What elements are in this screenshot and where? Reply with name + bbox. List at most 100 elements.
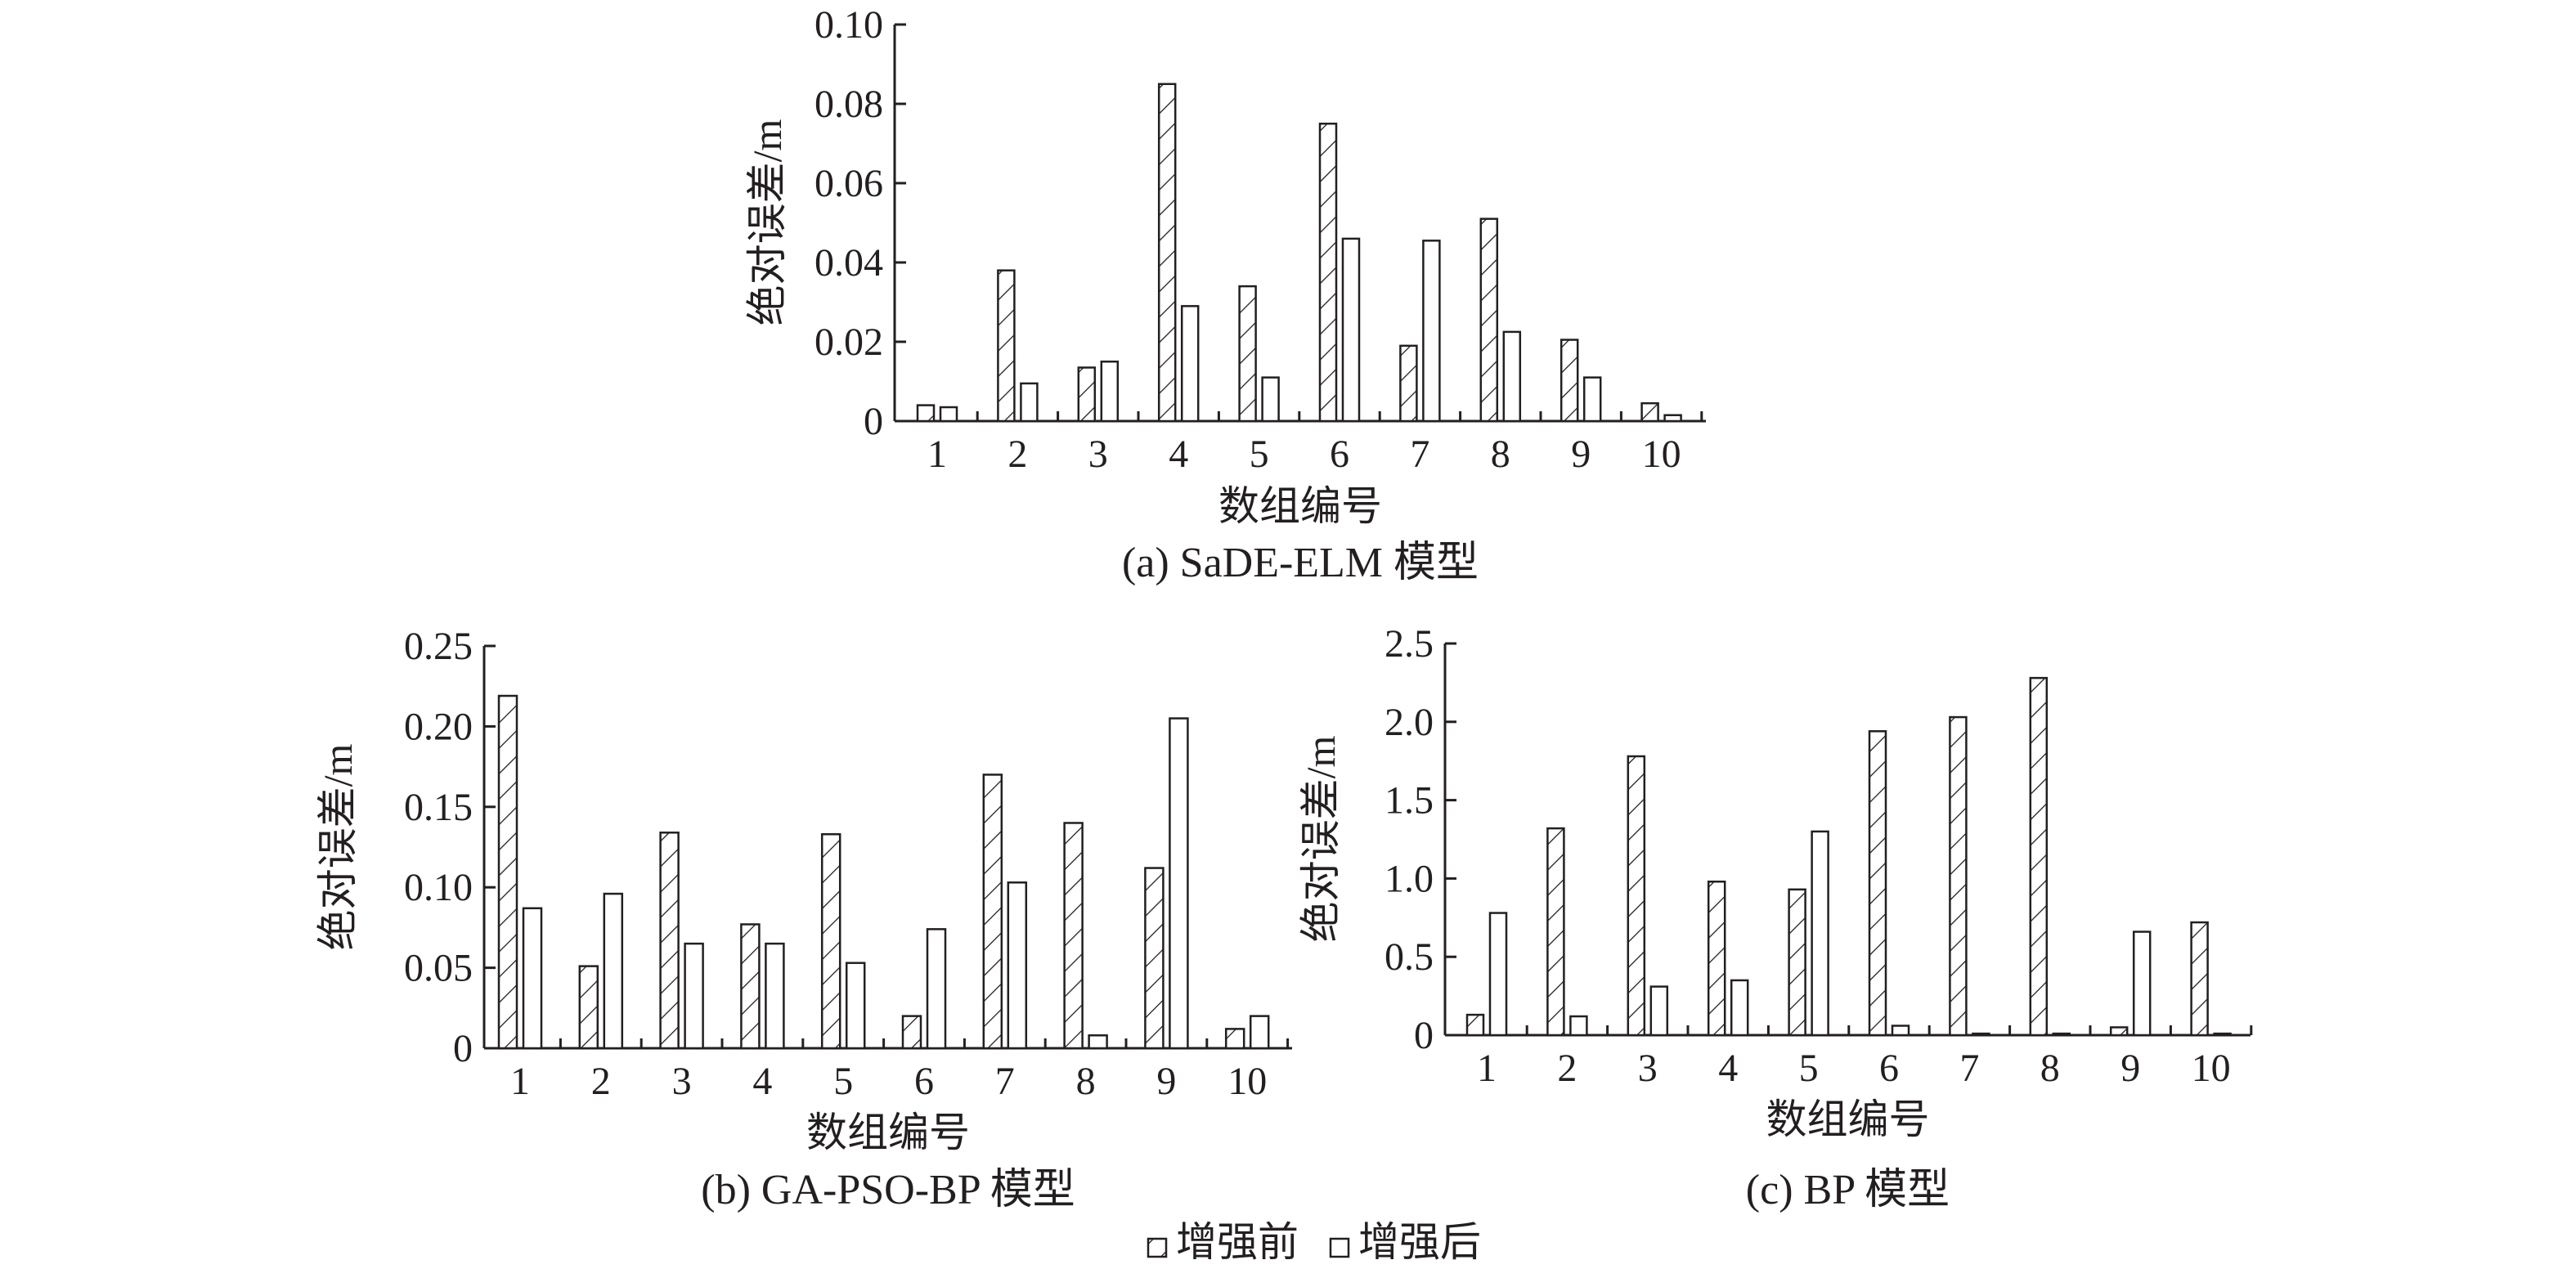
bar-after-enhancement [765,942,785,1050]
x-tick-label: 8 [1491,433,1510,476]
bar-before-enhancement [1560,339,1579,423]
bar-after-enhancement [1730,979,1749,1037]
bar-before-enhancement [2109,1026,2129,1037]
y-tick-label: 0.04 [815,241,883,285]
y-tick-label: 2.0 [1384,701,1434,744]
bar-after-enhancement [2132,930,2152,1037]
panel-caption: (c) BP 模型 [1746,1167,1950,1213]
panel-sade-elm: 0 0.02 0.04 0.06 0.08 0.10 1 2 3 4 5 6 7 8 9 10 绝对误差/m 数组… [744,3,1706,586]
panel-ga-pso-bp: 0 0.05 0.10 0.15 0.20 0.25 1 2 3 4 5 6 7 8 9 10 绝对误差/m 数组… [315,625,1292,1213]
bar-after-enhancement [2213,1032,2232,1037]
x-axis-title: 数组编号 [806,1110,970,1155]
x-tick-label: 6 [1879,1047,1899,1090]
y-tick-label: 2.5 [1384,622,1434,666]
bar-before-enhancement [659,832,680,1050]
bar-after-enhancement [603,892,624,1050]
legend-swatch-before [1147,1237,1168,1258]
bar-after-enhancement [1169,717,1189,1050]
legend-label-before: 增强前 [1176,1219,1299,1265]
panel-caption: (b) GA-PSO-BP 模型 [701,1167,1075,1213]
bar-before-enhancement [1707,880,1726,1037]
x-tick-label: 9 [2120,1047,2140,1090]
x-tick-label: 4 [1718,1047,1738,1090]
x-tick-label: 3 [1088,433,1108,476]
bar-after-enhancement [1582,376,1602,423]
x-tick-label: 2 [591,1060,611,1103]
x-axis-title: 数组编号 [1218,483,1382,529]
bar-after-enhancement [939,406,958,423]
bar-before-enhancement [916,404,936,423]
x-tick-label: 8 [2040,1047,2060,1090]
bar-before-enhancement [2029,676,2049,1037]
bar-after-enhancement [1488,912,1508,1037]
y-tick-label: 0.08 [815,83,883,126]
bar-after-enhancement [1088,1034,1108,1050]
bar-before-enhancement [901,1015,922,1050]
bar-after-enhancement [2052,1032,2071,1037]
x-tick-label: 1 [927,433,947,476]
bar-before-enhancement [1224,1028,1245,1050]
x-tick-label: 10 [1642,433,1681,476]
y-tick-label: 1.5 [1384,779,1434,823]
legend-swatch-after [1329,1237,1350,1258]
bar-before-enhancement [820,833,841,1050]
x-tick-label: 5 [1250,433,1269,476]
bar-before-enhancement [1788,888,1806,1037]
y-tick-label: 0.15 [404,786,473,829]
bar-after-enhancement [522,907,543,1050]
y-tick-label: 0.02 [815,321,883,364]
y-tick-label: 0 [864,400,883,443]
bar-after-enhancement [1020,382,1039,423]
bar-before-enhancement [1238,285,1257,423]
x-tick-label: 7 [995,1060,1015,1103]
panel-caption: (a) SaDE-ELM 模型 [1122,540,1479,586]
legend: 增强前 增强后 [1147,1219,1481,1265]
x-axis-title: 数组编号 [1766,1096,1930,1142]
x-tick-label: 4 [1169,433,1188,476]
bar-after-enhancement [1649,985,1669,1037]
x-tick-label: 1 [510,1060,530,1103]
bar-before-enhancement [982,774,1003,1050]
x-tick-label: 10 [2192,1047,2231,1090]
x-tick-label: 2 [1557,1047,1577,1090]
bar-before-enhancement [2190,921,2209,1037]
bar-after-enhancement [845,962,866,1050]
y-tick-label: 0.10 [815,3,883,47]
x-tick-label: 9 [1571,433,1591,476]
y-tick-label: 0 [453,1027,473,1070]
bar-before-enhancement [1640,401,1659,423]
bar-before-enhancement [1868,730,1887,1037]
bar-before-enhancement [1479,217,1499,423]
y-axis-title: 绝对误差/m [1298,736,1344,943]
bar-after-enhancement [1261,376,1280,423]
x-tick-label: 6 [914,1060,934,1103]
bar-after-enhancement [1180,305,1200,423]
bar-after-enhancement [1891,1025,1910,1037]
x-tick-label: 9 [1156,1060,1176,1103]
bar-after-enhancement [684,942,704,1050]
x-tick-label: 5 [833,1060,853,1103]
bar-before-enhancement [1465,1013,1485,1037]
y-tick-label: 0.10 [404,866,473,909]
y-axis-title: 绝对误差/m [315,744,361,951]
x-tick-label: 4 [752,1060,772,1103]
bar-before-enhancement [1546,827,1565,1037]
bar-after-enhancement [1502,330,1522,423]
bar-before-enhancement [1949,715,1968,1037]
y-tick-label: 0.20 [404,705,473,748]
y-tick-label: 0 [1414,1014,1434,1057]
y-tick-label: 0.06 [815,162,883,205]
legend-label-after: 增强后 [1358,1219,1481,1265]
x-tick-label: 1 [1477,1047,1497,1090]
x-tick-label: 3 [672,1060,692,1103]
bar-after-enhancement [1811,830,1829,1037]
bar-after-enhancement [1100,361,1120,423]
bar-after-enhancement [1007,881,1028,1050]
bar-after-enhancement [1249,1015,1270,1050]
y-tick-label: 1.0 [1384,857,1434,900]
bar-before-enhancement [497,694,518,1050]
y-tick-label: 0.05 [404,947,473,990]
x-tick-label: 2 [1008,433,1027,476]
bar-before-enhancement [997,269,1016,423]
